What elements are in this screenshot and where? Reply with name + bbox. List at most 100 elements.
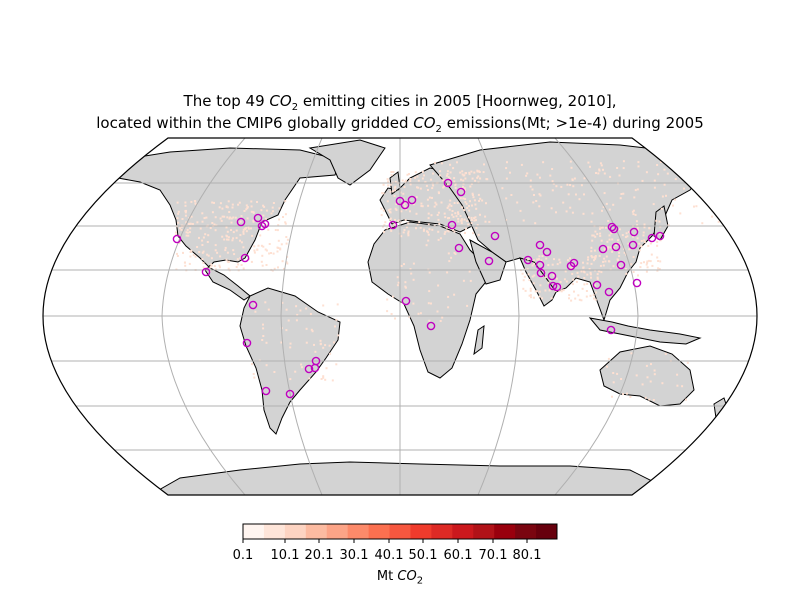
emission-cell <box>237 203 240 206</box>
emission-cell <box>594 256 597 259</box>
emission-cell <box>246 217 249 220</box>
emission-cell <box>322 346 325 349</box>
emission-cell <box>594 257 597 260</box>
emission-cell <box>538 205 541 208</box>
emission-cell <box>227 238 230 241</box>
emission-cell <box>449 163 452 166</box>
emission-cell <box>609 246 612 249</box>
emission-cell <box>580 270 583 273</box>
emission-cell <box>285 308 288 311</box>
emission-cell <box>464 198 467 200</box>
emission-cell <box>594 298 597 301</box>
emission-cell <box>632 209 635 212</box>
emission-cell <box>324 378 327 381</box>
colorbar-unit-label: Mt CO2 <box>376 569 424 587</box>
emission-cell <box>231 206 234 209</box>
emission-cell <box>652 203 655 206</box>
emission-cell <box>428 290 431 293</box>
emission-cell <box>449 171 452 174</box>
emission-cell <box>622 192 625 195</box>
emission-cell <box>333 341 335 344</box>
emission-cell <box>602 260 605 263</box>
emission-cell <box>189 222 192 225</box>
emission-cell <box>272 252 275 255</box>
emission-cell <box>427 189 429 191</box>
city-marker <box>604 287 614 297</box>
emission-cell <box>240 264 243 266</box>
emission-cell <box>400 210 403 213</box>
emission-cell <box>392 171 395 173</box>
emission-cell <box>423 228 425 231</box>
emission-cell <box>464 201 467 204</box>
emission-cell <box>439 320 442 322</box>
emission-cell <box>501 187 504 190</box>
emission-cell <box>447 230 450 233</box>
city-marker <box>304 364 314 374</box>
emission-cell <box>568 294 571 297</box>
emission-cell <box>183 261 186 264</box>
emission-cell <box>647 244 650 247</box>
emission-cell <box>425 244 428 247</box>
emission-cell <box>461 173 464 176</box>
emission-cell <box>322 376 325 379</box>
emission-cell <box>536 173 539 176</box>
emission-cell <box>551 189 554 192</box>
emission-cell <box>590 250 593 253</box>
emission-cell <box>427 223 430 226</box>
emission-cell <box>705 181 707 184</box>
emission-cell <box>440 201 443 204</box>
emission-cell <box>383 230 385 233</box>
emission-cell <box>432 172 435 175</box>
emission-cell <box>596 276 599 279</box>
emission-cell <box>243 210 246 212</box>
emission-cell <box>392 295 394 298</box>
emission-cell <box>246 207 249 209</box>
emission-cell <box>190 215 193 218</box>
emission-cell <box>473 199 476 202</box>
emission-cell <box>250 210 253 213</box>
emission-cell <box>466 207 469 209</box>
emission-cell <box>214 249 217 252</box>
colorbar-tick-label: 80.1 <box>512 548 542 563</box>
emission-cell <box>178 242 181 244</box>
emission-cell <box>282 216 284 218</box>
emission-cell <box>462 279 465 282</box>
emission-cell <box>265 249 268 252</box>
emission-cell <box>653 373 656 376</box>
city-marker <box>426 321 436 331</box>
emission-cell <box>180 228 183 231</box>
emission-cell <box>615 244 618 246</box>
emission-cell <box>583 277 586 279</box>
emission-cell <box>635 374 638 377</box>
emission-cell <box>185 231 188 234</box>
emission-cell <box>239 234 242 237</box>
emission-cell <box>194 202 197 205</box>
emission-cell <box>185 234 188 237</box>
emission-cell <box>658 232 661 235</box>
indonesia-landmass <box>588 317 702 345</box>
city-marker <box>629 227 639 237</box>
emission-cell <box>335 318 338 321</box>
emission-cell <box>595 172 597 174</box>
emission-cell <box>420 205 423 207</box>
emission-cell <box>400 264 403 267</box>
emission-cell <box>447 217 449 220</box>
emission-cell <box>437 211 440 214</box>
emission-cell <box>713 201 716 204</box>
emission-cell <box>526 172 529 175</box>
emission-cell <box>632 213 635 216</box>
emission-cell <box>404 201 407 204</box>
emission-cell <box>202 266 205 269</box>
emission-cell <box>577 294 580 297</box>
emission-cell <box>311 330 314 333</box>
emission-cell <box>650 363 652 366</box>
emission-cell <box>620 193 623 195</box>
emission-cell <box>177 221 180 224</box>
emission-cell <box>412 203 415 206</box>
emission-cell <box>570 267 573 270</box>
emission-cell <box>262 323 264 326</box>
emission-cell <box>647 259 650 262</box>
emission-cell <box>600 239 603 242</box>
city-marker <box>598 244 608 254</box>
emission-cell <box>218 264 221 267</box>
